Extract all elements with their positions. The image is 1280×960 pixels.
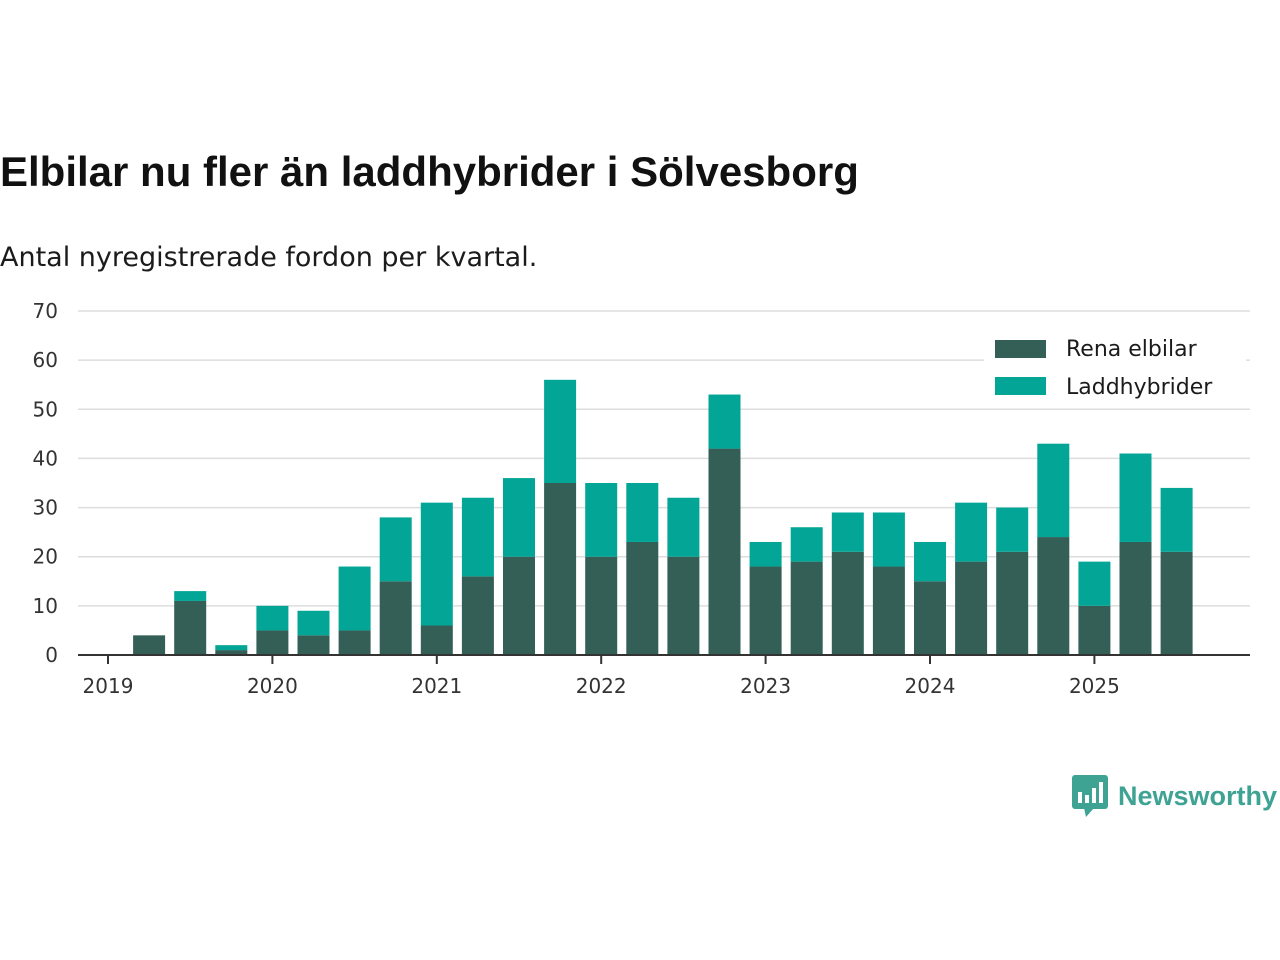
bar-rena-elbilar	[1078, 605, 1111, 655]
x-axis-ticks: 2019 2020 2021 2022 2023 2024 2025	[83, 655, 1120, 698]
bar-laddhybrider	[749, 541, 782, 567]
bar-laddhybrider	[1160, 487, 1193, 552]
chart-title: Elbilar nu fler än laddhybrider i Sölves…	[0, 148, 859, 195]
x-tick-label: 2024	[905, 674, 956, 698]
bar-rena-elbilar	[174, 600, 207, 655]
bar-rena-elbilar	[461, 576, 494, 655]
bar-laddhybrider	[626, 483, 659, 542]
y-tick-label: 70	[33, 299, 58, 323]
bar-rena-elbilar	[996, 551, 1029, 655]
bar-rena-elbilar	[585, 556, 618, 655]
x-tick-label: 2021	[411, 674, 462, 698]
bar-rena-elbilar	[626, 541, 659, 655]
bar-laddhybrider	[338, 566, 371, 631]
x-tick-label: 2020	[247, 674, 298, 698]
bar-laddhybrider	[790, 527, 823, 562]
bar-laddhybrider	[1119, 453, 1152, 542]
bar-rena-elbilar	[544, 483, 577, 655]
bar-laddhybrider	[297, 610, 330, 636]
x-tick-label: 2019	[83, 674, 134, 698]
bar-rena-elbilar	[420, 625, 453, 655]
bar-laddhybrider	[914, 541, 946, 582]
legend-label-rena-elbilar: Rena elbilar	[1066, 337, 1198, 362]
bar-rena-elbilar	[1119, 541, 1152, 655]
legend-swatch-laddhybrider	[995, 377, 1046, 395]
bar-rena-elbilar	[215, 650, 248, 655]
bar-laddhybrider	[503, 478, 535, 557]
bar-laddhybrider	[585, 483, 618, 557]
bar-rena-elbilar	[914, 581, 946, 655]
bar-laddhybrider	[174, 591, 207, 601]
bar-rena-elbilar	[338, 630, 371, 655]
brand-name: Newsworthy	[1118, 780, 1278, 811]
bar-laddhybrider	[872, 512, 905, 567]
bar-laddhybrider	[667, 497, 700, 557]
bar-laddhybrider	[1037, 443, 1070, 538]
y-axis-ticks: 0 10 20 30 40 50 60 70	[33, 299, 58, 667]
bar-rena-elbilar	[749, 566, 782, 655]
bar-rena-elbilar	[379, 581, 412, 655]
bar-laddhybrider	[1078, 561, 1111, 606]
legend-swatch-rena-elbilar	[995, 340, 1046, 358]
y-tick-label: 10	[33, 594, 58, 618]
bar-rena-elbilar	[955, 561, 988, 655]
chart-subtitle: Antal nyregistrerade fordon per kvartal.	[0, 242, 538, 273]
y-tick-label: 60	[33, 348, 58, 372]
bar-rena-elbilar	[872, 566, 905, 655]
bar-rena-elbilar	[1160, 551, 1193, 655]
bar-laddhybrider	[955, 502, 988, 562]
bar-rena-elbilar	[667, 556, 700, 655]
bar-laddhybrider	[379, 517, 412, 582]
bar-laddhybrider	[256, 605, 289, 631]
bar-rena-elbilar	[133, 635, 166, 655]
bar-rena-elbilar	[1037, 537, 1070, 655]
bar-rena-elbilar	[297, 635, 330, 655]
bar-rena-elbilar	[831, 551, 864, 655]
y-tick-label: 0	[45, 643, 58, 667]
legend-label-laddhybrider: Laddhybrider	[1066, 375, 1213, 400]
y-tick-label: 20	[33, 545, 58, 569]
x-tick-label: 2023	[740, 674, 791, 698]
bar-laddhybrider	[996, 507, 1029, 552]
bar-laddhybrider	[831, 512, 864, 552]
bar-chart-bubble-icon	[1072, 775, 1108, 817]
bar-rena-elbilar	[708, 448, 741, 655]
y-tick-label: 50	[33, 397, 58, 421]
bar-laddhybrider	[215, 645, 248, 651]
x-tick-label: 2025	[1069, 674, 1120, 698]
legend: Rena elbilar Laddhybrider	[984, 330, 1246, 408]
bar-rena-elbilar	[503, 556, 535, 655]
y-tick-label: 30	[33, 496, 58, 520]
bar-laddhybrider	[544, 379, 577, 483]
bars	[133, 379, 1193, 655]
newsworthy-logo: Newsworthy	[1072, 774, 1277, 818]
bar-laddhybrider	[420, 502, 453, 626]
bar-rena-elbilar	[790, 561, 823, 655]
y-tick-label: 40	[33, 446, 58, 470]
bar-laddhybrider	[461, 497, 494, 577]
x-tick-label: 2022	[576, 674, 627, 698]
bar-laddhybrider	[708, 394, 741, 449]
bar-rena-elbilar	[256, 630, 289, 655]
